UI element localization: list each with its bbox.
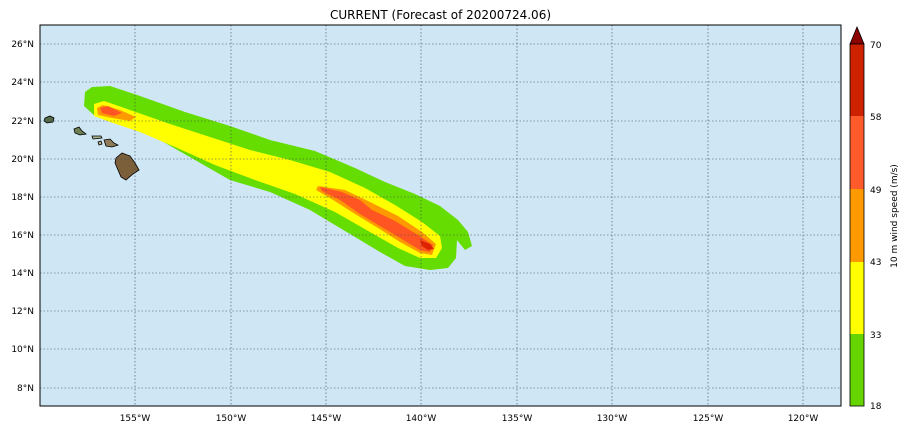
colorbar-segment: [850, 189, 864, 262]
lon-tick: 135°W: [502, 414, 533, 424]
lat-tick: 24°N: [11, 78, 34, 88]
colorbar-segment: [850, 262, 864, 334]
map-frame: [39, 24, 842, 407]
colorbar-frame: [849, 43, 865, 407]
island-oahu: [73, 126, 87, 136]
lon-tick: 130°W: [597, 414, 628, 424]
swath-red: [100, 106, 433, 252]
lat-tick: 22°N: [11, 117, 34, 127]
colorbar-tick: 49: [870, 186, 882, 196]
lon-tick: 120°W: [788, 414, 819, 424]
colorbar-tick: 33: [870, 331, 881, 341]
lon-tick: 140°W: [406, 414, 437, 424]
colorbar-segment: [850, 334, 864, 406]
lat-tick: 12°N: [11, 307, 34, 317]
lat-tick: 10°N: [11, 345, 34, 355]
colorbar-segment: [850, 44, 864, 116]
lat-tick: 8°N: [17, 384, 34, 394]
lat-tick: 14°N: [11, 269, 34, 279]
swath-dark: [420, 240, 434, 250]
colorbar-tick: 58: [870, 113, 882, 123]
wind-swath: [84, 86, 472, 270]
island-molokai: [91, 135, 103, 140]
island-hawaii: [114, 152, 140, 181]
lat-tick: 16°N: [11, 231, 34, 241]
lat-tick: 20°N: [11, 155, 34, 165]
colorbar-tick: 70: [870, 41, 882, 51]
lat-tick: 26°N: [11, 40, 34, 50]
colorbar-tick: 18: [870, 402, 882, 412]
lat-axis: 26°N 24°N 22°N 20°N 18°N 16°N 14°N 12°N …: [11, 40, 34, 394]
swath-yellow: [94, 101, 442, 258]
lon-tick: 145°W: [311, 414, 342, 424]
lon-tick: 155°W: [120, 414, 151, 424]
lon-axis: 155°W 150°W 145°W 140°W 135°W 130°W 125°…: [120, 414, 819, 424]
colorbar-tick: 43: [870, 258, 881, 268]
map-title: CURRENT (Forecast of 20200724.06): [329, 8, 552, 22]
colorbar-label: 10 m wind speed (m/s): [890, 164, 900, 268]
lon-tick: 150°W: [216, 414, 247, 424]
colorbar-segment: [850, 116, 864, 189]
swath-orange: [97, 105, 436, 255]
lon-tick: 125°W: [693, 414, 724, 424]
lat-tick: 18°N: [11, 193, 34, 203]
island-maui: [103, 138, 120, 148]
grid: [40, 25, 841, 406]
colorbar: 18 33 43 49 58 70 10 m wind speed (m/s): [849, 25, 900, 412]
colorbar-extend-arrow: [849, 25, 865, 45]
island-lanai: [97, 140, 103, 146]
